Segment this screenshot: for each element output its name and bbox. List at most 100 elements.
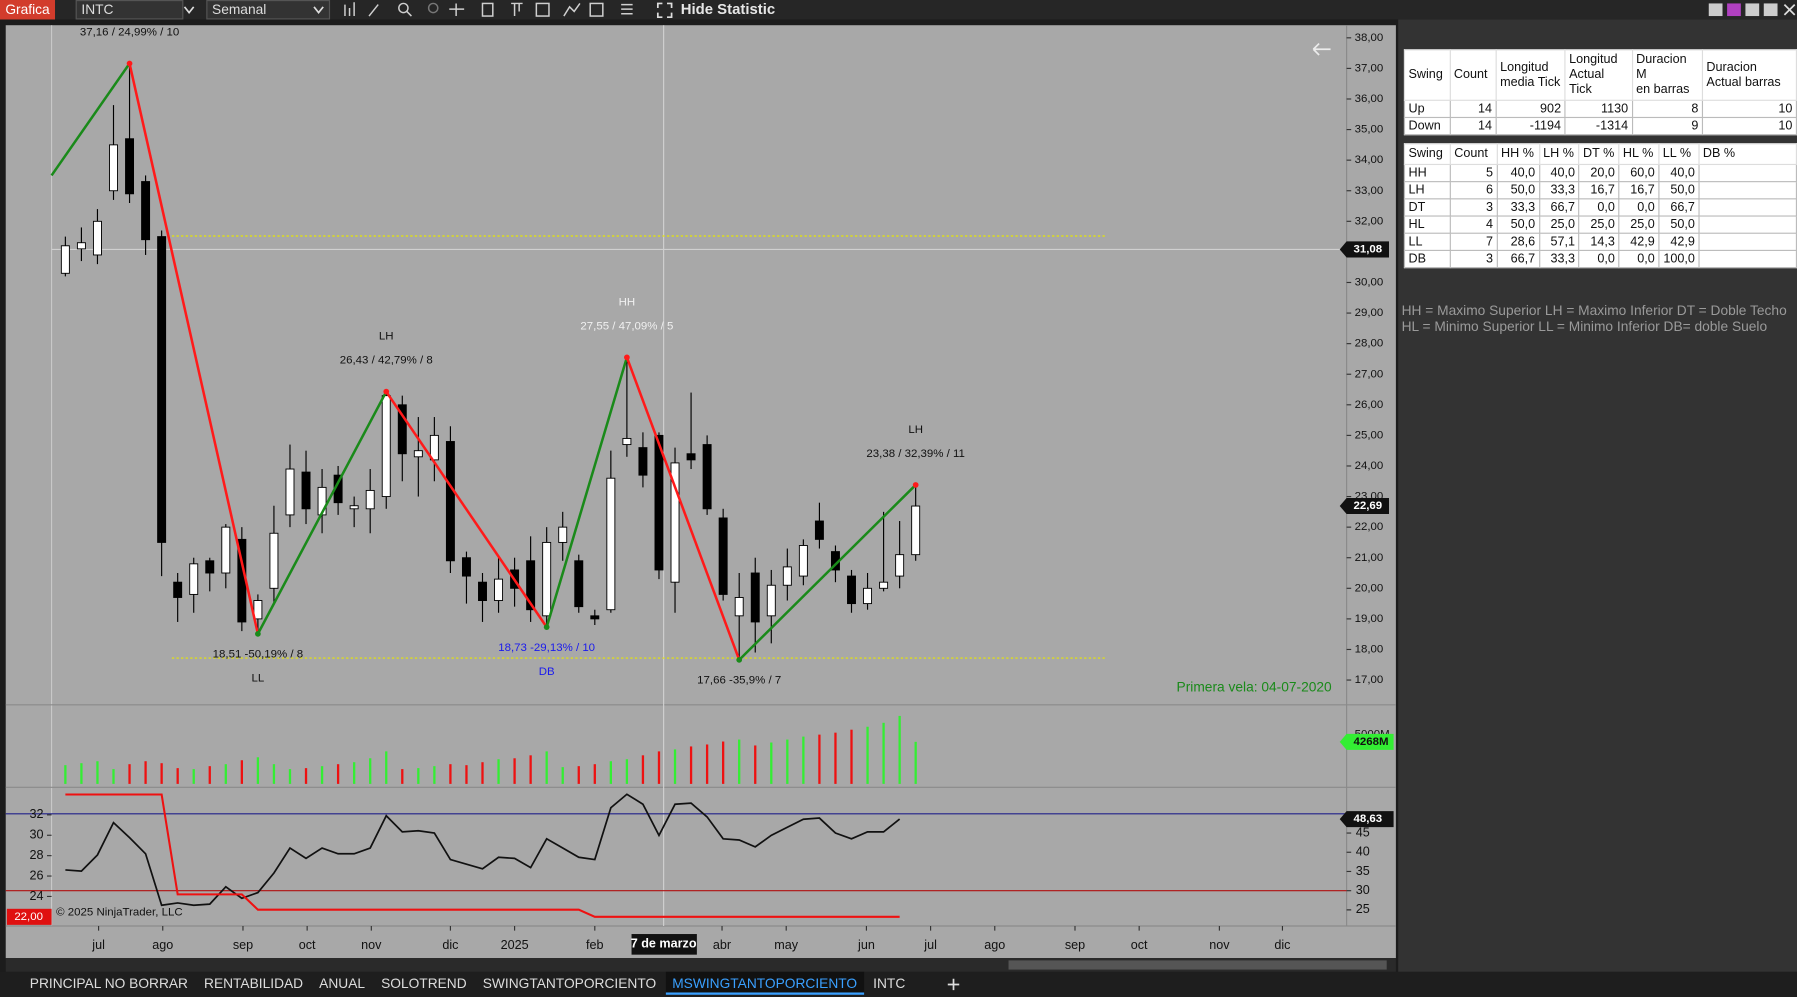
candle-body [782, 566, 792, 586]
crosshair-x-label: 7 de marzo [631, 937, 697, 951]
volume-bar [288, 769, 292, 784]
volume-bar [882, 722, 885, 784]
candle-body [365, 489, 375, 510]
candle-body [381, 395, 391, 498]
volume-bar [657, 751, 661, 784]
candle-body [606, 477, 616, 611]
y2-tick-label: 40 [1356, 845, 1370, 859]
volume-bar [304, 768, 308, 784]
swing-label: 17,66 -35,9% / 7 [697, 675, 781, 687]
period-dropdown[interactable] [309, 0, 327, 19]
table-cell: 9 [1631, 116, 1703, 136]
y-tick-label: 30 [30, 828, 44, 842]
candle-body [189, 563, 199, 595]
table-cell: 0,0 [1578, 249, 1620, 269]
x-tick-label: dic [1274, 938, 1290, 952]
table-cell: 10 [1701, 99, 1797, 119]
table-cell: 10 [1701, 116, 1797, 136]
volume-bar [112, 769, 115, 784]
candle-body [429, 434, 439, 461]
add-tab[interactable] [944, 975, 962, 993]
table-header: Longitud Actual Tick [1564, 49, 1633, 101]
indicator-y-label: 22,00 [14, 911, 43, 923]
tab[interactable]: ANUAL [319, 975, 366, 992]
table-cell: Up [1403, 99, 1451, 119]
table-header: DB % [1698, 143, 1797, 166]
y-tick-label: 34,00 [1355, 154, 1384, 166]
crosshair-x-box [631, 934, 697, 955]
volume-bar [192, 769, 195, 784]
swing-label: 37,16 / 24,99% / 10 [80, 27, 179, 39]
y-tick-label: 29,00 [1355, 307, 1384, 319]
statistic-button[interactable]: Hide Statistic [680, 0, 776, 18]
x-tick-label: jul [923, 938, 937, 952]
table-cell: 33,3 [1538, 249, 1580, 269]
volume-bar [256, 757, 260, 784]
volume-bar [369, 758, 372, 784]
volume-bar [449, 764, 452, 784]
scrollbar-thumb[interactable] [1008, 960, 1387, 970]
swing-type: DB [539, 666, 555, 678]
volume-bar [401, 769, 404, 784]
table-cell: 42,9 [1658, 232, 1700, 251]
period-box[interactable]: Semanal [206, 0, 331, 20]
x-tick-label: jun [857, 938, 875, 952]
indicator-y2-box [1339, 811, 1394, 828]
candle-body [542, 541, 552, 617]
tab[interactable]: RENTABILIDAD [204, 975, 304, 992]
table-cell: 40,0 [1538, 163, 1580, 183]
volume-bar [64, 765, 67, 784]
tool-icons[interactable] [339, 0, 648, 19]
volume-bar [689, 746, 693, 784]
tab[interactable]: PRINCIPAL NO BORRAR [29, 975, 188, 992]
candle-body [686, 453, 696, 461]
table-cell: -1314 [1564, 116, 1633, 136]
volume-bar [914, 741, 917, 784]
tab-bar: PRINCIPAL NO BORRAR RENTABILIDAD ANUAL SOLO… [0, 971, 1797, 997]
candle-body [285, 468, 295, 516]
swing-type: LH [379, 331, 394, 343]
y-tick-label: 32 [30, 807, 44, 821]
table-cell: 3 [1449, 249, 1498, 269]
candle-body [269, 532, 279, 589]
back-arrow[interactable] [1312, 42, 1331, 56]
candle-body [590, 615, 600, 620]
candle-body [718, 517, 728, 595]
volume-bar [128, 764, 131, 784]
tab[interactable]: SWINGTANTOPORCIENTO [482, 975, 657, 992]
tab[interactable]: INTC [873, 975, 906, 992]
table-cell: LH [1403, 181, 1451, 200]
x-tick-label: nov [361, 938, 382, 952]
table-cell: 25,0 [1618, 215, 1660, 234]
volume-bar [176, 768, 179, 784]
table-cell: 20,0 [1578, 163, 1620, 183]
volume-bar [577, 766, 580, 784]
instrument-dropdown[interactable] [180, 0, 198, 19]
instrument-box[interactable]: INTC [75, 0, 184, 20]
table-header: Duracion M en barras [1631, 49, 1703, 101]
volume-bar [208, 766, 211, 784]
candle-body [445, 441, 455, 562]
tab[interactable]: SOLOTREND [381, 975, 467, 992]
swing-label: 27,55 / 47,09% / 5 [580, 320, 673, 332]
toolbar: Grafica INTC Semanal Hide Statistic [0, 0, 1797, 20]
volume-bar [561, 767, 564, 784]
candle-body [766, 584, 776, 617]
swing-line [385, 390, 548, 628]
app-button[interactable]: Grafica [0, 0, 56, 20]
table-header: Swing [1403, 143, 1451, 166]
x-tick-label: oct [1131, 938, 1148, 952]
candle-body [558, 526, 568, 543]
volume-bar [609, 761, 612, 784]
tab[interactable]: MSWINGTANTOPORCIENTO [665, 971, 864, 995]
table-header: Count [1449, 143, 1498, 166]
window-buttons[interactable] [1705, 1, 1797, 18]
statistic-icon[interactable] [656, 1, 674, 19]
y-tick-label: 38,00 [1355, 32, 1384, 44]
volume-bar [866, 726, 869, 784]
candle-body [494, 578, 504, 601]
x-tick-label: nov [1209, 938, 1230, 952]
table-cell: 16,7 [1618, 181, 1660, 200]
candle-body [76, 242, 86, 250]
